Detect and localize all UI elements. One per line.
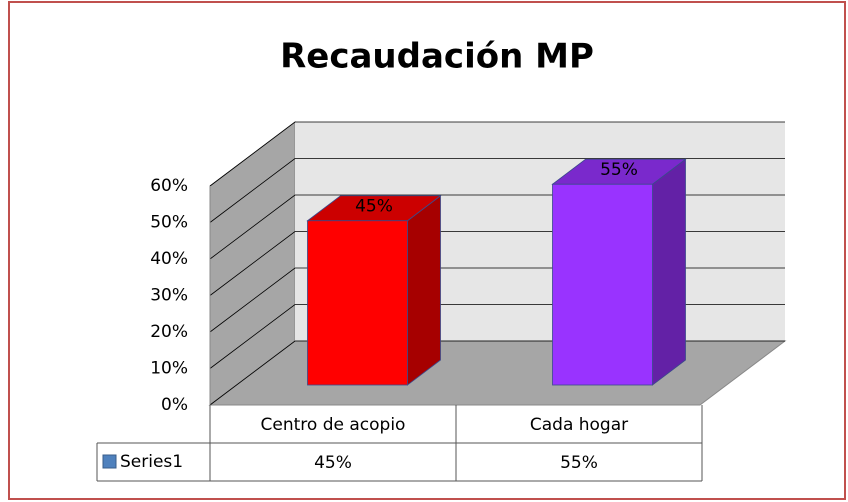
y-tick-label: 40% <box>150 249 188 269</box>
grid-line <box>209 158 785 223</box>
y-tick-label: 10% <box>150 359 188 379</box>
legend-key <box>102 454 117 469</box>
y-tick-label: 60% <box>150 176 188 196</box>
table-value: 55% <box>560 453 598 473</box>
grid-line <box>209 121 785 187</box>
x-tick-label: Cada hogar <box>530 415 628 435</box>
bar-side <box>652 158 686 386</box>
legend-label: Series1 <box>120 452 183 472</box>
bar <box>307 220 408 386</box>
x-tick-label: Centro de acopio <box>261 415 406 435</box>
data-label: 55% <box>600 160 638 180</box>
data-label: 45% <box>355 196 393 216</box>
y-tick-label: 30% <box>150 286 188 306</box>
chart-title: Recaudación MP <box>280 37 594 77</box>
y-tick-label: 50% <box>150 213 188 233</box>
bar-side <box>407 194 441 386</box>
floor <box>208 340 787 406</box>
table-value: 45% <box>314 453 352 473</box>
y-tick-label: 0% <box>161 395 188 415</box>
bar <box>552 183 653 386</box>
y-tick-label: 20% <box>150 322 188 342</box>
